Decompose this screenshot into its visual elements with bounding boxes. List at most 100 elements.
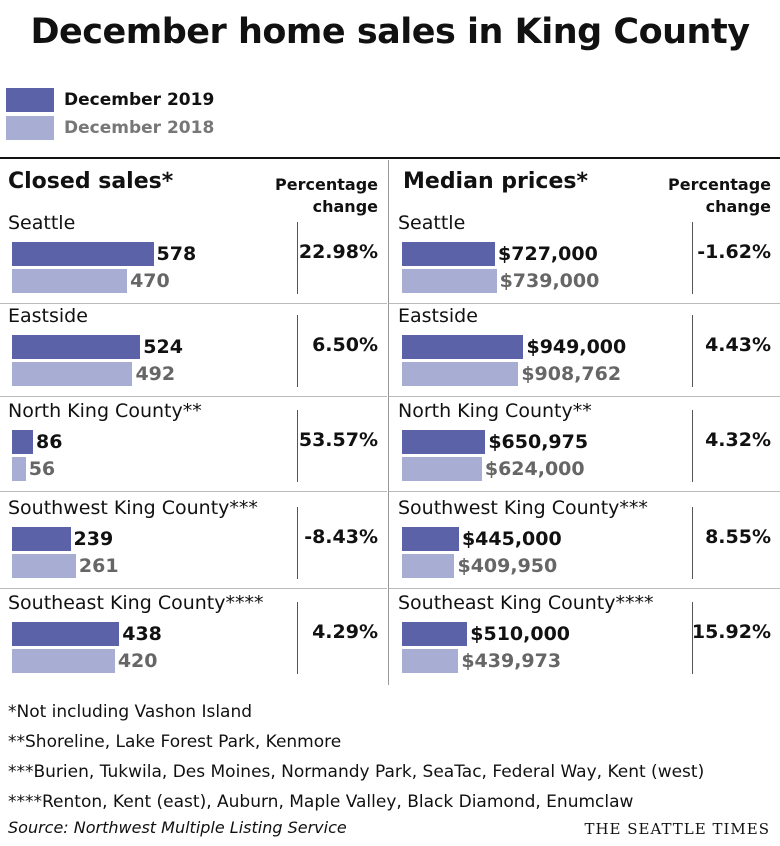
legend-swatch-2018	[6, 116, 54, 140]
bar-2019	[402, 335, 524, 359]
percentage-change: 4.29%	[312, 621, 378, 643]
pct-divider	[297, 315, 298, 387]
region-label: Seattle	[8, 212, 76, 234]
value-label-2018: 56	[28, 458, 56, 480]
bar-2018	[402, 457, 482, 481]
bar-2019	[12, 430, 34, 454]
region-label: Eastside	[398, 305, 478, 327]
pct-divider	[297, 410, 298, 482]
row-separator	[389, 303, 780, 304]
legend: December 2019 December 2018	[6, 86, 214, 142]
bar-2019	[402, 242, 496, 266]
percentage-change: 8.55%	[705, 526, 771, 548]
region-label: Eastside	[8, 305, 88, 327]
bar-2019	[402, 622, 468, 646]
pct-heading-line2: change	[705, 197, 771, 216]
percentage-change: 6.50%	[312, 334, 378, 356]
row-separator	[0, 491, 387, 492]
bar-2018	[12, 554, 76, 578]
bar-2018	[12, 649, 115, 673]
value-label-2019: 86	[36, 431, 63, 453]
percentage-change: 15.92%	[691, 621, 771, 643]
row-separator	[0, 396, 387, 397]
publisher-credit: THE SEATTLE TIMES	[584, 820, 770, 838]
value-label-2018: $439,973	[461, 650, 562, 672]
median-prices-heading: Median prices*	[403, 169, 588, 194]
bar-2019	[12, 527, 71, 551]
row-separator	[389, 588, 780, 589]
legend-item-2018: December 2018	[6, 114, 214, 142]
region-label: Southeast King County****	[8, 592, 264, 614]
value-label-2018: 492	[135, 363, 176, 385]
region-label: North King County**	[8, 400, 202, 422]
bar-2019	[402, 430, 486, 454]
footnote: *Not including Vashon Island	[8, 702, 253, 722]
value-label-2018: $624,000	[484, 458, 585, 480]
pct-divider	[692, 222, 693, 294]
pct-divider	[297, 507, 298, 579]
percentage-change: 4.43%	[705, 334, 771, 356]
legend-item-2019: December 2019	[6, 86, 214, 114]
legend-swatch-2019	[6, 88, 54, 112]
chart-title: December home sales in King County	[30, 12, 750, 52]
closed-sales-heading: Closed sales*	[8, 169, 174, 194]
pct-divider	[692, 507, 693, 579]
value-label-2019: 438	[122, 623, 162, 645]
row-separator	[389, 491, 780, 492]
region-label: North King County**	[398, 400, 592, 422]
row-separator	[0, 303, 387, 304]
closed-sales-pct-heading: Percentage change	[275, 174, 378, 218]
row-separator	[0, 588, 387, 589]
legend-label-2019: December 2019	[64, 90, 215, 110]
bar-2019	[402, 527, 459, 551]
value-label-2019: $445,000	[461, 528, 562, 550]
pct-divider	[692, 410, 693, 482]
bar-2018	[402, 554, 455, 578]
bar-2018	[402, 649, 459, 673]
value-label-2019: 239	[73, 528, 114, 550]
bar-2018	[12, 269, 128, 293]
bar-2018	[12, 457, 26, 481]
pct-divider	[692, 315, 693, 387]
value-label-2018: 420	[117, 650, 158, 672]
value-label-2018: 261	[78, 555, 119, 577]
column-divider	[388, 160, 389, 685]
bar-2018	[12, 362, 133, 386]
pct-heading-line1: Percentage	[275, 175, 378, 194]
footnotes: *Not including Vashon Island **Shoreline…	[8, 697, 704, 817]
row-separator	[389, 396, 780, 397]
region-label: Seattle	[398, 212, 466, 234]
bar-2019	[12, 335, 141, 359]
value-label-2019: $727,000	[498, 243, 598, 265]
footnote: **Shoreline, Lake Forest Park, Kenmore	[8, 732, 342, 752]
median-prices-pct-heading: Percentage change	[668, 174, 771, 218]
value-label-2019: $650,975	[488, 431, 589, 453]
pct-divider	[692, 602, 693, 674]
bar-2019	[12, 242, 154, 266]
value-label-2019: $949,000	[526, 336, 627, 358]
value-label-2019: 524	[143, 336, 183, 358]
legend-label-2018: December 2018	[64, 118, 215, 138]
footnote: ***Burien, Tukwila, Des Moines, Normandy…	[8, 762, 705, 782]
pct-divider	[297, 222, 298, 294]
value-label-2018: 470	[130, 270, 170, 292]
percentage-change: -1.62%	[697, 241, 771, 263]
source-note: Source: Northwest Multiple Listing Servi…	[8, 818, 347, 837]
percentage-change: -8.43%	[304, 526, 378, 548]
bar-2018	[402, 269, 497, 293]
top-rule	[0, 157, 780, 159]
region-label: Southwest King County***	[398, 497, 648, 519]
pct-heading-line1: Percentage	[668, 175, 771, 194]
bar-2019	[12, 622, 120, 646]
value-label-2018: $739,000	[499, 270, 600, 292]
region-label: Southeast King County****	[398, 592, 654, 614]
bar-2018	[402, 362, 519, 386]
percentage-change: 53.57%	[298, 429, 378, 451]
pct-divider	[297, 602, 298, 674]
value-label-2018: $409,950	[457, 555, 558, 577]
value-label-2019: 578	[156, 243, 197, 265]
percentage-change: 4.32%	[705, 429, 771, 451]
footnote: ****Renton, Kent (east), Auburn, Maple V…	[8, 792, 634, 812]
pct-heading-line2: change	[312, 197, 378, 216]
region-label: Southwest King County***	[8, 497, 258, 519]
